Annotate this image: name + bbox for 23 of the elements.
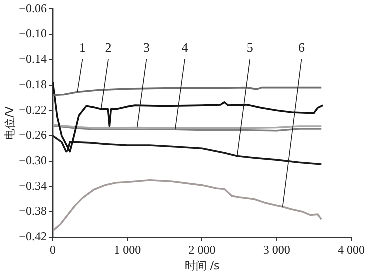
x-tick-label: 4 000 [338,242,365,257]
x-tick-label: 0 [50,242,56,257]
y-tick-label: −0.34 [19,178,47,193]
annotation: 6 [298,40,306,56]
annotation: 2 [105,40,112,56]
y-tick-label: −0.26 [19,128,47,142]
x-tick-label: 2 000 [188,242,216,257]
y-tick-label: −0.30 [19,153,47,168]
x-axis-title: 时间 /s [184,259,220,272]
x-tick-label: 1 000 [114,242,142,257]
annotation: 5 [246,40,254,56]
y-tick-label: −0.06 [19,1,47,16]
y-axis-title: 电位/V [3,106,16,140]
y-tick-label: −0.18 [19,77,47,92]
annotation: 1 [80,40,86,56]
x-tick-label: 3 000 [263,242,290,257]
y-tick-label: −0.14 [19,52,47,66]
y-tick-label: −0.22 [19,102,47,117]
y-tick-label: −0.10 [19,26,47,41]
annotation: 4 [182,40,189,56]
annotation: 3 [143,40,150,56]
y-tick-label: −0.38 [19,204,47,218]
y-tick-label: −0.42 [19,230,47,244]
